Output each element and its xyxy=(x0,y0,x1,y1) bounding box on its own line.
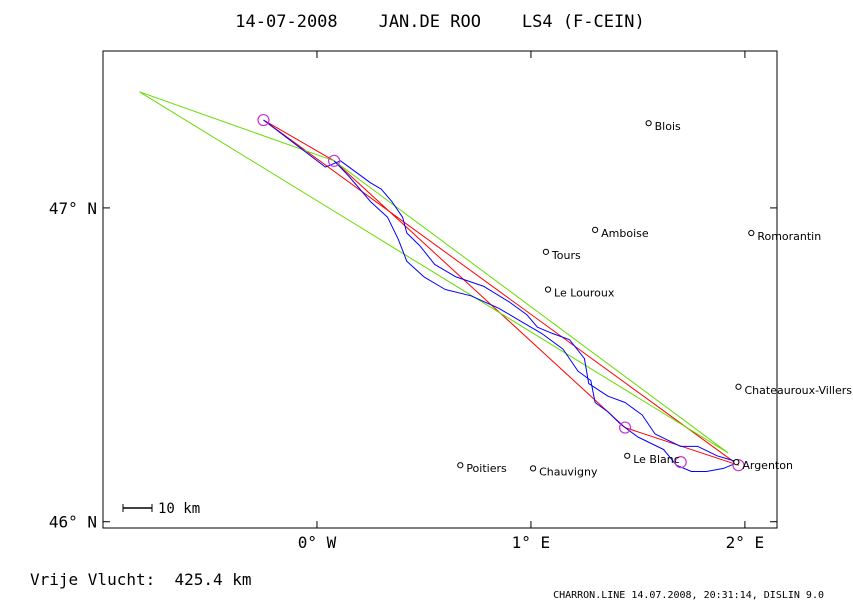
city-marker xyxy=(544,286,552,293)
track-series-0 xyxy=(263,119,739,466)
turnpoint-marker-3 xyxy=(674,455,687,469)
city-label: Poitiers xyxy=(466,462,507,475)
city-marker xyxy=(748,229,755,237)
y-tick-label: 46° N xyxy=(49,513,97,532)
city-marker xyxy=(735,383,742,390)
scale-bar-label: 10 km xyxy=(158,501,200,517)
footer-info: CHARRON.LINE 14.07.2008, 20:31:14, DISLI… xyxy=(553,590,824,601)
track-lines xyxy=(139,91,739,472)
city-marker xyxy=(542,248,550,255)
x-tick-label: 0° W xyxy=(298,533,337,552)
city-marker xyxy=(592,226,599,233)
city-label: Argenton xyxy=(742,459,793,472)
city-label: Amboise xyxy=(601,227,649,240)
x-tick-label: 2° E xyxy=(726,533,765,552)
track-series-1 xyxy=(139,91,729,454)
city-label: Chateauroux-Villers xyxy=(744,384,852,397)
turnpoint-marker-0 xyxy=(257,113,270,127)
city-label: Le Louroux xyxy=(554,287,615,300)
city-label: Blois xyxy=(655,120,681,133)
city-label: Chauvigny xyxy=(539,465,598,478)
y-tick-label: 47° N xyxy=(49,199,97,218)
track-series-2 xyxy=(263,119,739,472)
axis-ticks: 0° W 1° E 2° E 47° N 46° N xyxy=(49,51,777,552)
x-tick-label: 1° E xyxy=(512,533,551,552)
chart-title: 14-07-2008 JAN.DE ROO LS4 (F-CEIN) xyxy=(235,12,644,32)
city-marker xyxy=(645,120,652,127)
city-marker xyxy=(624,452,631,459)
city-marker xyxy=(733,458,740,466)
city-marker xyxy=(457,462,464,469)
city-label: Le Blanc xyxy=(633,453,680,466)
flight-distance-label: Vrije Vlucht: 425.4 km xyxy=(30,570,252,589)
turnpoint-marker-4 xyxy=(732,459,745,472)
city-markers: Blois Amboise Romorantin Tours Le Louroux Cha… xyxy=(457,120,852,478)
city-label: Tours xyxy=(551,249,581,262)
turnpoint-markers xyxy=(257,113,745,472)
turnpoint-marker-1 xyxy=(327,154,341,167)
turnpoint-marker-2 xyxy=(618,421,632,434)
city-label: Romorantin xyxy=(757,230,821,243)
plot-frame xyxy=(102,50,778,529)
city-marker xyxy=(529,465,537,472)
